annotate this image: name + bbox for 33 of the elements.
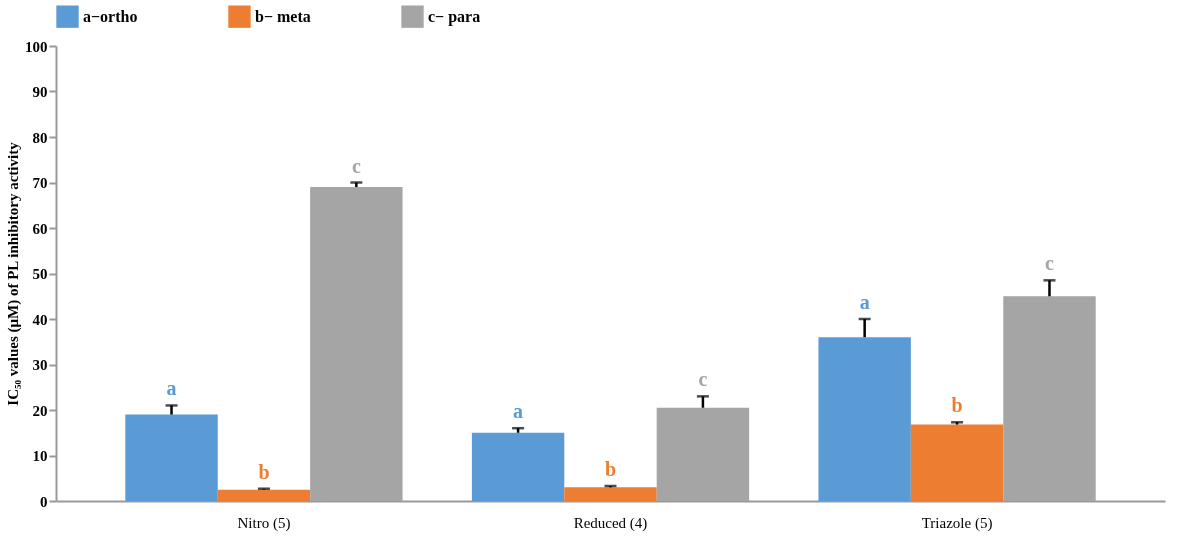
legend-label: c− para	[428, 7, 481, 26]
bar	[818, 337, 911, 501]
data-label: c	[698, 368, 708, 391]
y-tick-label: 0	[40, 493, 48, 510]
data-label: a	[859, 291, 870, 313]
legend-label: a−ortho	[83, 7, 138, 25]
y-tick-label: 40	[32, 311, 48, 328]
x-tick-label: Reduced (4)	[573, 514, 648, 532]
data-label: b	[604, 457, 617, 480]
data-label: a	[166, 377, 177, 400]
y-tick-label: 30	[32, 357, 48, 373]
data-label: b	[258, 460, 270, 483]
data-label: b	[951, 394, 963, 417]
y-tick-label: 70	[32, 175, 48, 191]
bar	[125, 414, 218, 501]
data-label: a	[513, 400, 524, 423]
bar	[910, 424, 1004, 501]
y-tick-label: 100	[25, 38, 48, 55]
y-tick-label: 20	[32, 402, 48, 419]
bar	[217, 489, 311, 501]
y-tick-label: 60	[32, 220, 48, 237]
y-tick-label: 50	[32, 266, 48, 282]
y-tick-label: 10	[32, 448, 48, 464]
y-tick-label: 90	[32, 84, 48, 100]
bar	[564, 487, 657, 501]
y-tick-label: 80	[32, 129, 48, 146]
legend-label: b− meta	[255, 7, 311, 25]
data-label: c	[1045, 252, 1055, 275]
bar	[471, 432, 565, 501]
x-tick-label: Triazole (5)	[921, 514, 993, 532]
data-label: c	[351, 154, 361, 177]
x-tick-label: Nitro (5)	[237, 514, 291, 532]
y-axis-title: IC₅₀ values (μM) of PL inhibitory activity	[5, 141, 22, 406]
